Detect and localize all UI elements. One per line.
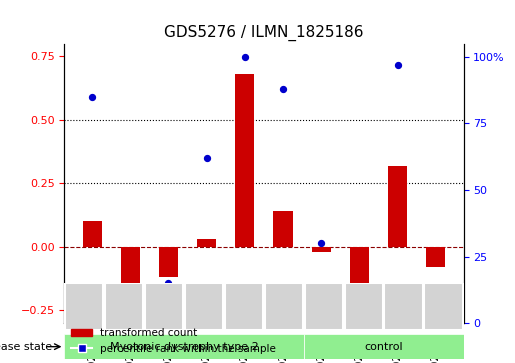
Bar <box>235 74 254 247</box>
Bar <box>273 211 293 247</box>
Bar <box>82 221 101 247</box>
Bar <box>345 283 383 330</box>
Point <box>164 280 173 286</box>
Bar <box>159 247 178 277</box>
Point <box>432 307 440 313</box>
Bar <box>424 283 462 330</box>
Point <box>126 312 134 318</box>
Bar <box>121 247 140 298</box>
Bar <box>305 283 343 330</box>
Bar <box>426 247 445 267</box>
Bar <box>145 283 183 330</box>
Point <box>202 155 211 161</box>
Bar <box>385 283 423 330</box>
Bar <box>225 283 263 330</box>
Point <box>88 94 96 100</box>
Point <box>317 240 325 246</box>
Text: control: control <box>365 342 403 352</box>
Bar <box>64 334 304 359</box>
Bar <box>185 283 223 330</box>
Text: Myotonic dystrophy type 2: Myotonic dystrophy type 2 <box>110 342 259 352</box>
Bar <box>312 247 331 252</box>
Bar <box>265 283 303 330</box>
Point <box>279 86 287 92</box>
Point <box>241 54 249 60</box>
Title: GDS5276 / ILMN_1825186: GDS5276 / ILMN_1825186 <box>164 25 364 41</box>
Point <box>393 62 402 68</box>
Bar <box>388 166 407 247</box>
Bar <box>105 283 143 330</box>
Bar <box>197 239 216 247</box>
Point <box>355 312 364 318</box>
Legend: transformed count, percentile rank within the sample: transformed count, percentile rank withi… <box>67 324 280 358</box>
Bar <box>350 247 369 293</box>
Bar <box>65 283 104 330</box>
Bar <box>304 334 464 359</box>
Text: disease state: disease state <box>0 342 53 352</box>
